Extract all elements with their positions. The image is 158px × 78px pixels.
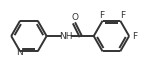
Text: O: O	[72, 13, 79, 22]
Text: N: N	[16, 48, 22, 57]
Text: F: F	[99, 11, 104, 20]
Text: NH: NH	[59, 32, 73, 41]
Text: F: F	[132, 32, 138, 41]
Text: F: F	[120, 11, 125, 20]
